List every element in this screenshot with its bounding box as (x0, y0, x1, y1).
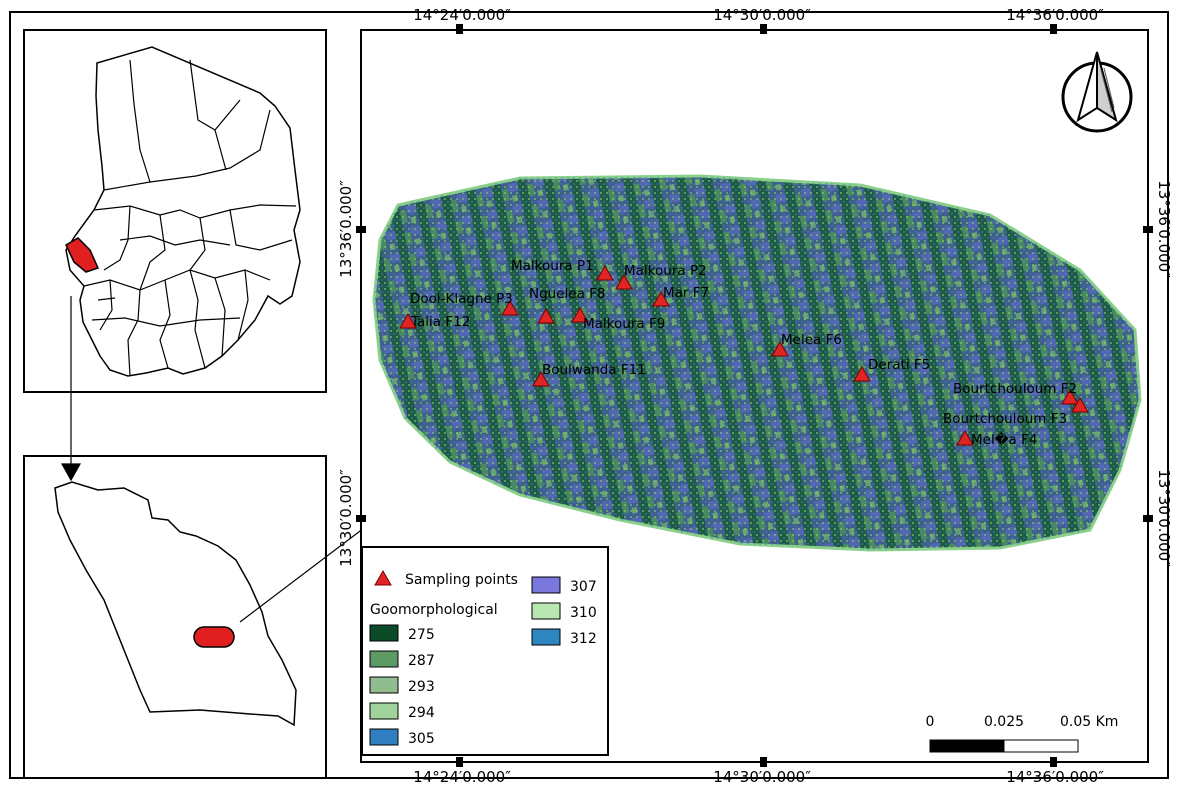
legend-swatch-307 (531, 576, 561, 594)
legend-value-294: 294 (408, 705, 435, 721)
marker-talia-f12 (399, 312, 417, 329)
scale-bar: 0 0.025 0.05 Km (926, 714, 1118, 753)
figure-border (9, 11, 1169, 779)
coord-left-1: 13°36′0.000″ (337, 180, 355, 278)
arrow-down-head (60, 463, 82, 482)
legend-sampling-marker (374, 569, 392, 586)
legend-class-title: Goomorphological (370, 602, 498, 618)
legend-swatch-294 (369, 702, 399, 720)
legend: Sampling points Goomorphological 275 287… (361, 546, 609, 756)
marker-melea-f6 (771, 340, 789, 357)
scale-label-end: 0.05 Km (1060, 714, 1118, 730)
label-malkoura-p2: Malkoura P2 (624, 263, 707, 279)
coord-top-3: 14°36′0.000″ (1006, 6, 1104, 24)
legend-sampling-label: Sampling points (405, 572, 518, 588)
region-inset (23, 455, 327, 779)
legend-swatch-293 (369, 676, 399, 694)
coord-left-2: 13°30′0.000″ (337, 469, 355, 567)
marker-melea-f4 (956, 429, 974, 446)
legend-value-307: 307 (570, 579, 597, 595)
marker-malkoura-p1 (596, 264, 614, 281)
study-area-highlight (193, 626, 235, 648)
marker-malkoura-p2 (615, 273, 633, 290)
legend-swatch-287 (369, 650, 399, 668)
marker-bourtchouloum-f2 (1061, 388, 1079, 405)
legend-value-312: 312 (570, 631, 597, 647)
label-bourtchouloum-f2: Bourtchouloum F2 (953, 381, 1077, 397)
legend-value-305: 305 (408, 731, 435, 747)
coord-right-1: 13°36′0.000″ (1155, 180, 1173, 278)
sampling-points-layer: Malkoura P1 Malkoura P2 Mar F7 Dool-Klag… (399, 258, 1089, 448)
legend-swatch-310 (531, 602, 561, 620)
coord-right-2: 13°30′0.000″ (1155, 469, 1173, 567)
label-derati-f5: Derati F5 (868, 357, 930, 373)
marker-boulwanda-f11 (532, 370, 550, 387)
marker-derati-f5 (853, 365, 871, 382)
legend-swatch-305 (369, 728, 399, 746)
label-talia-f12: Talia F12 (410, 314, 470, 330)
label-melea-f4: Mel�a F4 (971, 431, 1037, 448)
country-inset (23, 29, 327, 393)
region-borders (83, 59, 297, 377)
study-region-highlight (65, 237, 100, 273)
coord-bottom-2: 14°30′0.000″ (713, 768, 811, 786)
scale-segment-white (1003, 739, 1079, 753)
coord-top-2: 14°30′0.000″ (713, 6, 811, 24)
region-outline (54, 481, 297, 727)
scale-label-mid: 0.025 (984, 714, 1024, 730)
label-malkoura-p1: Malkoura P1 (511, 258, 594, 274)
label-bourtchouloum-f3: Bourtchouloum F3 (943, 411, 1067, 427)
frame-ticks (356, 24, 1153, 767)
legend-frame (361, 546, 609, 756)
north-arrow-icon (1061, 51, 1133, 133)
label-nguelea-f8: Nguelea F8 (529, 286, 606, 302)
scale-label-0: 0 (926, 714, 935, 730)
scale-segment-black (929, 739, 1005, 753)
marker-bourtchouloum-f3 (1071, 396, 1089, 413)
label-melea-f6: Melea F6 (781, 332, 842, 348)
marker-dool-klagne-p3 (501, 299, 519, 316)
label-boulwanda-f11: Boulwanda F11 (542, 362, 646, 378)
coord-bottom-1: 14°24′0.000″ (413, 768, 511, 786)
label-mar-f7: Mar F7 (663, 285, 709, 301)
legend-value-293: 293 (408, 679, 435, 695)
main-map: 14°24′0.000″ 14°30′0.000″ 14°36′0.000″ 1… (337, 6, 1173, 786)
label-malkoura-f9: Malkoura F9 (583, 316, 665, 332)
marker-malkoura-f9 (571, 306, 589, 323)
label-dool-klagne-p3: Dool-Klagne P3 (410, 291, 513, 307)
legend-value-287: 287 (408, 653, 435, 669)
coord-top-1: 14°24′0.000″ (413, 6, 511, 24)
marker-nguelea-f8 (537, 307, 555, 324)
legend-swatch-275 (369, 624, 399, 642)
coord-bottom-3: 14°36′0.000″ (1006, 768, 1104, 786)
legend-value-310: 310 (570, 605, 597, 621)
legend-value-275: 275 (408, 627, 435, 643)
legend-swatch-312 (531, 628, 561, 646)
marker-mar-f7 (652, 290, 670, 307)
raster-speckle (374, 176, 1140, 550)
